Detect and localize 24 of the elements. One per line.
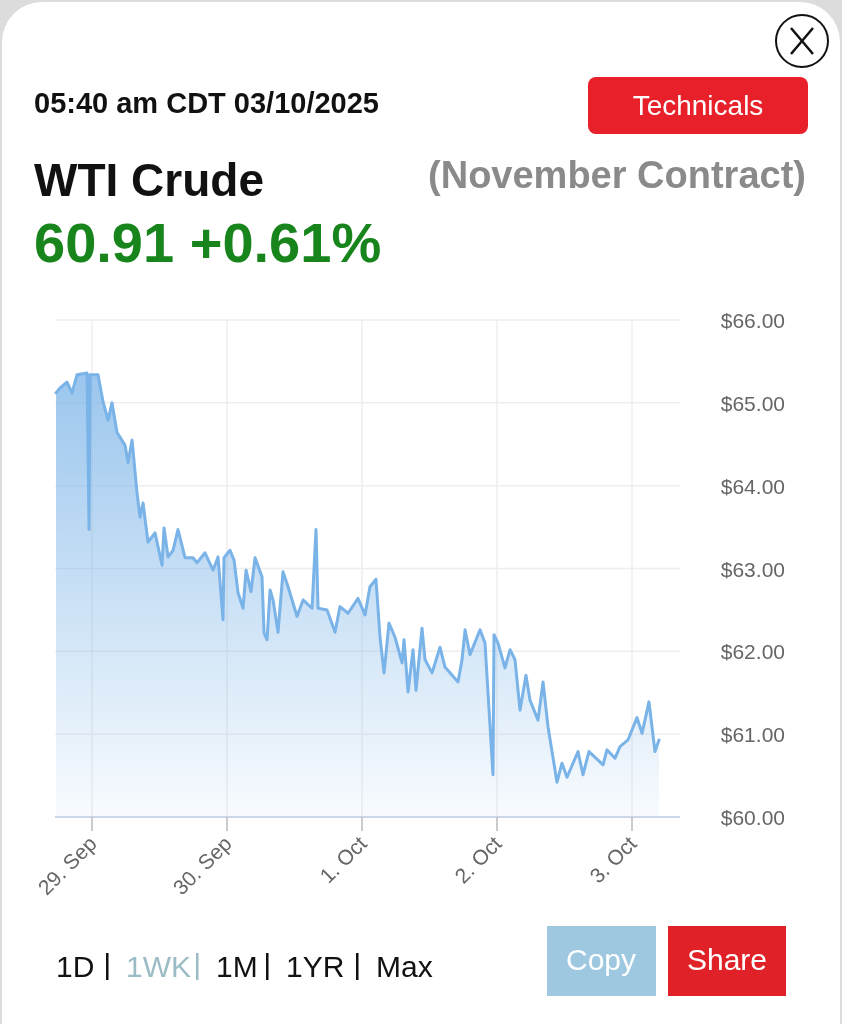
y-tick-label: $62.00 (720, 640, 785, 664)
chart-subtitle: (November Contract) (428, 154, 806, 196)
text: Share (686, 943, 768, 976)
text: 60.91 +0.61% (34, 211, 382, 274)
y-tick-label: $63.00 (720, 557, 785, 581)
text: 1D (56, 950, 95, 983)
text: Technicals (632, 90, 764, 121)
x-tick-label: 2. Oct (449, 831, 506, 888)
y-tick-label: $66.00 (720, 309, 785, 332)
x-tick-label: 30. Sep (168, 831, 236, 900)
text: Max (376, 950, 433, 983)
y-tick-label: $61.00 (720, 723, 785, 747)
text: 1M (216, 950, 258, 983)
x-tick-label: 1. Oct (314, 831, 371, 888)
y-tick-label: $65.00 (720, 391, 785, 415)
chart-title: WTI Crude (34, 154, 264, 206)
text: 05:40 am CDT 03/10/2025 (34, 87, 379, 119)
x-tick-label: 3. Oct (584, 831, 641, 888)
y-tick-label: $60.00 (720, 806, 785, 829)
x-tick-label: 29. Sep (33, 831, 101, 900)
y-tick-label: $64.00 (720, 474, 785, 498)
text: Copy (565, 943, 637, 976)
text: 1WK (126, 950, 192, 983)
text: 1YR (286, 950, 345, 983)
